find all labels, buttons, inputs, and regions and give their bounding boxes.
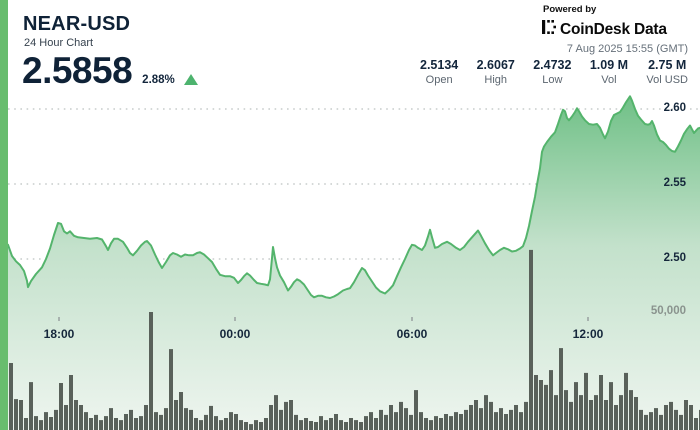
x-axis-label-0600: 06:00	[396, 327, 428, 341]
chart-subtitle: 24 Hour Chart	[24, 37, 94, 49]
x-axis-label-0000: 00:00	[219, 327, 251, 341]
page-title: NEAR-USD	[23, 13, 131, 35]
current-price: 2.5858	[22, 50, 133, 91]
stat-high-value: 2.6067	[476, 58, 515, 72]
stat-vol-label: Vol	[601, 74, 617, 86]
x-axis-ticks	[58, 317, 589, 321]
timestamp: 7 Aug 2025 15:55 (GMT)	[566, 43, 688, 55]
stat-low-label: Low	[542, 74, 563, 86]
change-percent: 2.88%	[142, 74, 175, 86]
coindesk-logo[interactable]: CoinDesk Data	[542, 20, 688, 39]
stat-vol-usd: 2.75 M Vol USD	[646, 58, 688, 86]
volume-bars	[9, 249, 700, 430]
stat-open-label: Open	[425, 74, 453, 86]
stat-high-label: High	[484, 74, 508, 86]
stat-vol: 1.09 M Vol	[590, 58, 628, 86]
y-axis-label-250: 2.50	[663, 252, 686, 264]
provider-name: CoinDesk Data	[560, 20, 667, 38]
stat-vol-usd-label: Vol USD	[646, 74, 688, 86]
coindesk-icon	[542, 20, 556, 39]
stat-high: 2.6067 High	[477, 58, 515, 86]
accent-stripe	[0, 0, 8, 430]
powered-by-label: Powered by	[543, 4, 597, 15]
stats-row: 2.5134 Open 2.6067 High 2.4732 Low 1.09 …	[420, 58, 688, 86]
y-axis-label-255: 2.55	[663, 177, 686, 189]
stat-open-value: 2.5134	[420, 58, 459, 72]
stat-open: 2.5134 Open	[420, 58, 458, 86]
x-axis-label-1800: 18:00	[43, 327, 75, 341]
stat-low-value: 2.4732	[533, 58, 572, 72]
y-axis-label-260: 2.60	[663, 102, 686, 114]
current-price-row: 2.5858 2.88%	[22, 50, 198, 91]
stat-vol-usd-value: 2.75 M	[648, 58, 687, 72]
y-axis-label-volume: 50,000	[650, 305, 686, 317]
area-fill	[8, 96, 700, 430]
up-arrow-icon	[183, 74, 198, 85]
price-chart: 2.60 2.55 2.50 50,000 18:00 00:00 06:00 …	[0, 95, 700, 430]
attribution-block: Powered by CoinDesk Data 7 Aug 2025 15:5…	[542, 4, 688, 55]
stat-low: 2.4732 Low	[533, 58, 571, 86]
price-line	[7, 95, 700, 299]
x-axis-label-1200: 12:00	[572, 327, 604, 341]
stat-vol-value: 1.09 M	[589, 58, 629, 72]
chart-canvas	[7, 95, 700, 430]
